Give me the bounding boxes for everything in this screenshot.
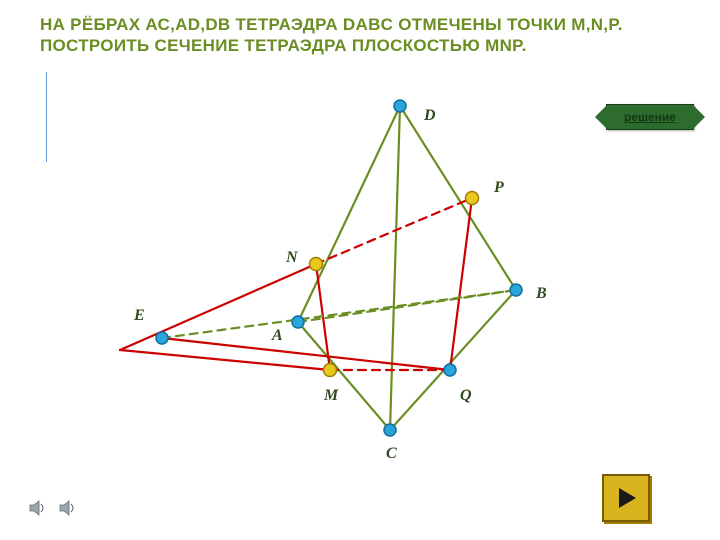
speaker-icon — [28, 498, 48, 518]
solution-button-label: решение — [624, 110, 676, 124]
next-button[interactable] — [602, 474, 650, 522]
svg-text:C: C — [386, 445, 397, 462]
play-icon — [613, 485, 639, 511]
tetrahedron-diagram: D A B C P N M Q E — [0, 0, 720, 540]
solution-button[interactable]: решение — [606, 104, 694, 130]
sound-icons — [28, 498, 78, 518]
speaker-icon — [58, 498, 78, 518]
svg-text:P: P — [493, 179, 504, 196]
svg-text:A: A — [271, 327, 283, 344]
svg-text:E: E — [133, 307, 145, 324]
svg-text:M: M — [323, 387, 339, 404]
svg-text:N: N — [285, 249, 299, 266]
svg-text:Q: Q — [460, 387, 472, 404]
svg-text:B: B — [535, 285, 547, 302]
svg-text:D: D — [423, 107, 436, 124]
